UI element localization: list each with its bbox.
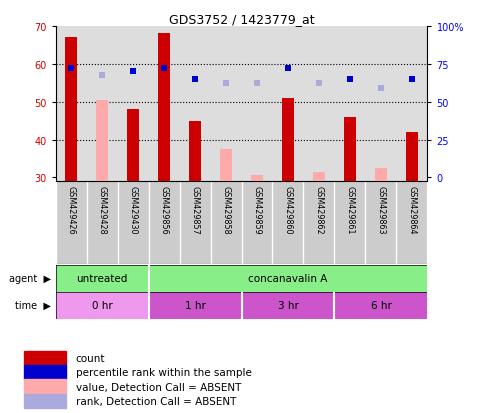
Text: GSM429859: GSM429859	[253, 186, 261, 235]
Point	[67, 65, 75, 72]
Text: GSM429428: GSM429428	[98, 186, 107, 234]
Bar	[220, 150, 232, 182]
Text: 6 hr: 6 hr	[370, 300, 391, 311]
Text: 1 hr: 1 hr	[185, 300, 205, 311]
Point	[191, 76, 199, 83]
Text: GSM429430: GSM429430	[128, 186, 138, 234]
Point	[253, 80, 261, 87]
Bar	[149, 265, 427, 292]
Text: GSM429863: GSM429863	[376, 186, 385, 234]
Text: GSM429426: GSM429426	[67, 186, 75, 234]
Text: concanavalin A: concanavalin A	[248, 273, 327, 284]
Bar	[344, 118, 356, 182]
Point	[222, 80, 230, 87]
Bar	[56, 265, 149, 292]
Text: GSM429861: GSM429861	[345, 186, 355, 234]
Bar	[282, 99, 294, 182]
Bar	[375, 169, 387, 182]
Text: count: count	[76, 354, 105, 363]
Point	[129, 69, 137, 76]
Text: value, Detection Call = ABSENT: value, Detection Call = ABSENT	[76, 382, 241, 392]
Bar	[24, 351, 66, 366]
Text: GSM429858: GSM429858	[222, 186, 230, 234]
Text: time  ▶: time ▶	[15, 300, 51, 311]
Point	[284, 65, 292, 72]
Point	[98, 73, 106, 79]
Bar	[127, 110, 139, 182]
Text: 3 hr: 3 hr	[278, 300, 298, 311]
Point	[408, 76, 416, 83]
Bar	[313, 172, 325, 182]
Text: rank, Detection Call = ABSENT: rank, Detection Call = ABSENT	[76, 396, 236, 406]
Bar	[24, 380, 66, 394]
Bar	[158, 34, 170, 182]
Text: GSM429864: GSM429864	[408, 186, 416, 234]
Bar	[65, 38, 77, 182]
Text: 0 hr: 0 hr	[92, 300, 113, 311]
Text: untreated: untreated	[76, 273, 128, 284]
Point	[160, 65, 168, 72]
Text: percentile rank within the sample: percentile rank within the sample	[76, 368, 252, 377]
Bar	[96, 100, 108, 182]
Bar	[56, 292, 149, 319]
Bar	[251, 176, 263, 182]
Bar	[189, 121, 201, 182]
Point	[315, 80, 323, 87]
Text: GSM429856: GSM429856	[159, 186, 169, 234]
Bar	[334, 292, 427, 319]
Bar	[406, 133, 418, 182]
Text: GSM429857: GSM429857	[190, 186, 199, 235]
Bar	[242, 292, 334, 319]
Bar	[24, 366, 66, 380]
Text: agent  ▶: agent ▶	[9, 273, 51, 284]
Point	[377, 86, 385, 93]
Text: GSM429860: GSM429860	[284, 186, 293, 234]
Bar	[149, 292, 242, 319]
Point	[346, 76, 354, 83]
Bar	[24, 394, 66, 408]
Title: GDS3752 / 1423779_at: GDS3752 / 1423779_at	[169, 13, 314, 26]
Text: GSM429862: GSM429862	[314, 186, 324, 234]
